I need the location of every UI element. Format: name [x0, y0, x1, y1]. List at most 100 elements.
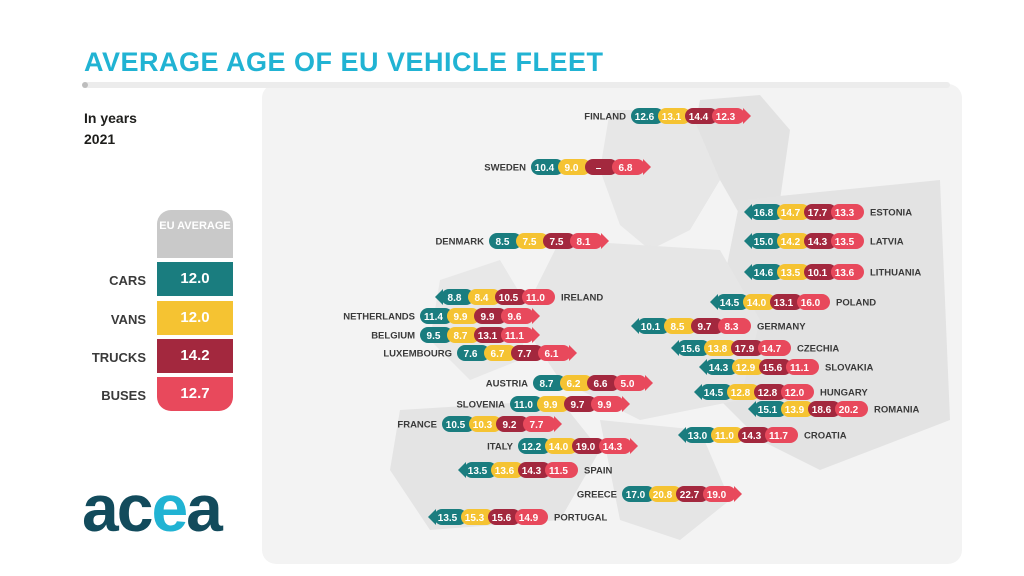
pill-segment-latvia-buses: [831, 233, 864, 249]
pill-segment-germany-vans: [664, 318, 697, 334]
pill-value-sweden-vans: 9.0: [565, 163, 579, 174]
pill-segment-netherlands-trucks: [474, 308, 507, 324]
pill-segment-poland-vans: [743, 294, 776, 310]
pill-value-romania-cars: 15.1: [758, 405, 778, 416]
pill-segment-luxembourg-cars: [457, 345, 490, 361]
pill-pointer-belgium: [532, 327, 540, 343]
country-row-sweden: 10.4 9.0 – 6.8 SWEDEN: [484, 159, 651, 175]
pill-segment-poland-cars: [716, 294, 749, 310]
pill-value-portugal-trucks: 15.6: [492, 513, 512, 524]
country-row-hungary: 14.5 12.8 12.8 12.0 HUNGARY: [694, 384, 868, 400]
pill-segment-romania-cars: [754, 401, 787, 417]
country-row-belgium: 9.5 8.7 13.1 11.1 BELGIUM: [371, 327, 540, 343]
country-label-greece: GREECE: [577, 490, 617, 501]
pill-value-finland-buses: 12.3: [716, 112, 736, 123]
pill-pointer-poland: [710, 294, 718, 310]
pill-segment-france-cars: [442, 416, 475, 432]
pill-segment-netherlands-buses: [501, 308, 534, 324]
pill-segment-italy-buses: [599, 438, 632, 454]
pill-segment-romania-trucks: [808, 401, 841, 417]
pill-value-hungary-buses: 12.0: [785, 388, 805, 399]
pill-segment-finland-trucks: [685, 108, 718, 124]
pill-value-latvia-cars: 15.0: [754, 237, 774, 248]
pill-segment-sweden-vans: [558, 159, 591, 175]
pill-value-greece-buses: 19.0: [707, 490, 727, 501]
pill-segment-croatia-cars: [684, 427, 717, 443]
pill-value-latvia-trucks: 14.3: [808, 237, 828, 248]
country-label-finland: FINLAND: [584, 112, 626, 123]
pill-segment-greece-trucks: [676, 486, 709, 502]
pill-segment-latvia-trucks: [804, 233, 837, 249]
pill-value-slovenia-buses: 9.9: [598, 400, 612, 411]
country-row-netherlands: 11.4 9.9 9.9 9.6 NETHERLANDS: [343, 308, 540, 324]
pill-value-ireland-vans: 8.4: [475, 293, 489, 304]
pill-pointer-romania: [748, 401, 756, 417]
pill-pointer-italy: [630, 438, 638, 454]
pill-segment-hungary-trucks: [754, 384, 787, 400]
pill-value-romania-trucks: 18.6: [812, 405, 832, 416]
pill-pointer-luxembourg: [569, 345, 577, 361]
pill-pointer-france: [554, 416, 562, 432]
country-label-belgium: BELGIUM: [371, 331, 415, 342]
pill-value-hungary-cars: 14.5: [704, 388, 724, 399]
pill-segment-poland-buses: [797, 294, 830, 310]
pill-pointer-latvia: [744, 233, 752, 249]
pill-segment-portugal-cars: [434, 509, 467, 525]
pill-pointer-sweden: [643, 159, 651, 175]
pill-value-czechia-cars: 15.6: [681, 344, 701, 355]
country-row-italy: 12.2 14.0 19.0 14.3 ITALY: [487, 438, 638, 454]
acea-logo: acea: [82, 470, 223, 546]
pill-value-italy-vans: 14.0: [549, 442, 569, 453]
pill-segment-greece-vans: [649, 486, 682, 502]
pill-value-slovenia-trucks: 9.7: [571, 400, 585, 411]
pill-segment-czechia-vans: [704, 340, 737, 356]
pill-value-slovenia-cars: 11.0: [514, 400, 533, 411]
eu-label-buses: BUSES: [101, 388, 146, 403]
pill-segment-croatia-trucks: [738, 427, 771, 443]
pill-segment-slovakia-vans: [732, 359, 765, 375]
pill-segment-austria-vans: [560, 375, 593, 391]
pill-value-italy-buses: 14.3: [603, 442, 623, 453]
pill-segment-estonia-buses: [831, 204, 864, 220]
pill-segment-slovakia-trucks: [759, 359, 792, 375]
country-label-germany: GERMANY: [757, 322, 806, 333]
pill-segment-estonia-cars: [750, 204, 783, 220]
pill-segment-spain-cars: [464, 462, 497, 478]
pill-segment-finland-cars: [631, 108, 664, 124]
country-row-ireland: 8.8 8.4 10.5 11.0 IRELAND: [435, 289, 603, 305]
map-land-scandinavia: [600, 110, 720, 250]
country-label-sweden: SWEDEN: [484, 163, 526, 174]
pill-value-netherlands-cars: 11.4: [424, 312, 443, 323]
pill-value-netherlands-trucks: 9.9: [481, 312, 495, 323]
pill-value-finland-trucks: 14.4: [689, 112, 709, 123]
country-row-slovakia: 14.3 12.9 15.6 11.1 SLOVAKIA: [699, 359, 874, 375]
country-label-poland: POLAND: [836, 298, 876, 309]
pill-segment-latvia-cars: [750, 233, 783, 249]
pill-value-denmark-trucks: 7.5: [550, 237, 564, 248]
pill-value-slovakia-trucks: 15.6: [763, 363, 783, 374]
pill-value-croatia-trucks: 14.3: [742, 431, 762, 442]
country-row-portugal: 13.5 15.3 15.6 14.9 PORTUGAL: [428, 509, 608, 525]
pill-segment-germany-buses: [718, 318, 751, 334]
country-label-slovakia: SLOVAKIA: [825, 363, 874, 374]
pill-value-italy-cars: 12.2: [522, 442, 542, 453]
country-label-hungary: HUNGARY: [820, 388, 868, 399]
pill-segment-spain-vans: [491, 462, 524, 478]
country-row-finland: 12.6 13.1 14.4 12.3 FINLAND: [584, 108, 751, 124]
pill-value-slovenia-vans: 9.9: [544, 400, 558, 411]
eu-label-cars: CARS: [109, 273, 146, 288]
pill-segment-czechia-buses: [758, 340, 791, 356]
pill-value-estonia-vans: 14.7: [781, 208, 801, 219]
subtitle-year: 2021: [84, 131, 116, 147]
pill-value-portugal-buses: 14.9: [519, 513, 539, 524]
pill-value-france-trucks: 9.2: [503, 420, 517, 431]
country-row-poland: 14.5 14.0 13.1 16.0 POLAND: [710, 294, 876, 310]
pill-segment-ireland-buses: [522, 289, 555, 305]
pill-value-spain-cars: 13.5: [468, 466, 488, 477]
pill-value-italy-trucks: 19.0: [576, 442, 596, 453]
pill-segment-slovenia-buses: [591, 396, 624, 412]
pill-value-poland-cars: 14.5: [720, 298, 740, 309]
pill-pointer-slovakia: [699, 359, 707, 375]
pill-value-denmark-buses: 8.1: [577, 237, 591, 248]
pill-segment-belgium-vans: [447, 327, 480, 343]
